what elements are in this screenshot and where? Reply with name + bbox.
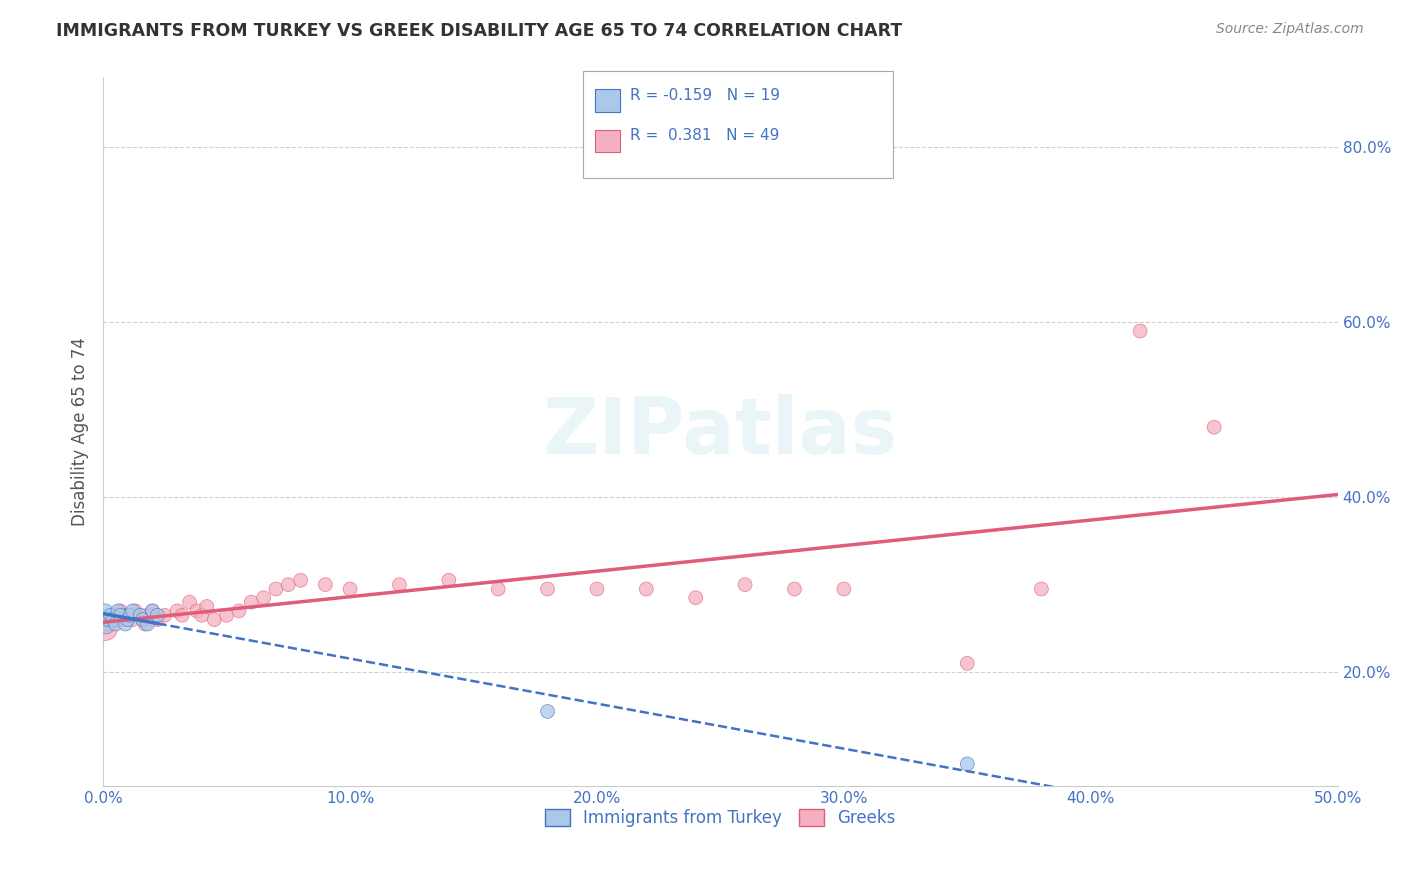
Point: [129, 608, 152, 623]
Point: [141, 604, 163, 618]
Point: [107, 608, 129, 623]
Point: [956, 756, 979, 771]
Point: [117, 613, 139, 627]
Point: [339, 582, 361, 596]
Point: [117, 608, 139, 623]
Point: [124, 604, 146, 618]
Point: [129, 608, 152, 623]
Point: [136, 617, 159, 632]
Point: [153, 608, 176, 623]
Text: Source: ZipAtlas.com: Source: ZipAtlas.com: [1216, 22, 1364, 37]
Point: [94, 621, 117, 635]
Point: [172, 608, 194, 623]
Point: [1204, 420, 1226, 434]
Point: [264, 582, 287, 596]
Point: [121, 604, 143, 618]
Point: [586, 582, 609, 596]
Point: [486, 582, 509, 596]
Point: [114, 608, 136, 623]
Point: [195, 599, 218, 614]
Text: ZIPatlas: ZIPatlas: [543, 393, 898, 469]
Point: [146, 613, 169, 627]
Point: [101, 608, 124, 623]
Point: [734, 577, 756, 591]
Point: [94, 604, 117, 618]
Point: [191, 608, 214, 623]
Point: [107, 604, 129, 618]
Point: [1129, 324, 1152, 338]
Point: [120, 608, 142, 623]
Point: [636, 582, 658, 596]
Point: [536, 582, 558, 596]
Legend: Immigrants from Turkey, Greeks: Immigrants from Turkey, Greeks: [538, 803, 903, 834]
Point: [388, 577, 411, 591]
Point: [104, 613, 127, 627]
Point: [111, 613, 134, 627]
Point: [783, 582, 806, 596]
Point: [252, 591, 274, 605]
Point: [131, 613, 153, 627]
Point: [228, 604, 250, 618]
Point: [179, 595, 201, 609]
Point: [832, 582, 855, 596]
Point: [97, 613, 120, 627]
Y-axis label: Disability Age 65 to 74: Disability Age 65 to 74: [72, 337, 89, 526]
Point: [186, 604, 208, 618]
Point: [1031, 582, 1053, 596]
Point: [277, 577, 299, 591]
Point: [166, 604, 188, 618]
Point: [97, 617, 120, 632]
Point: [131, 613, 153, 627]
Point: [114, 617, 136, 632]
Point: [134, 617, 156, 632]
Point: [100, 613, 122, 627]
Point: [956, 657, 979, 671]
Point: [101, 613, 124, 627]
Point: [104, 617, 127, 632]
Point: [141, 604, 163, 618]
Point: [215, 608, 238, 623]
Point: [240, 595, 263, 609]
Point: [110, 604, 132, 618]
Point: [146, 608, 169, 623]
Point: [314, 577, 336, 591]
Point: [685, 591, 707, 605]
Text: R =  0.381   N = 49: R = 0.381 N = 49: [630, 128, 779, 143]
Point: [94, 617, 117, 632]
Point: [202, 613, 225, 627]
Point: [110, 608, 132, 623]
Text: IMMIGRANTS FROM TURKEY VS GREEK DISABILITY AGE 65 TO 74 CORRELATION CHART: IMMIGRANTS FROM TURKEY VS GREEK DISABILI…: [56, 22, 903, 40]
Point: [121, 613, 143, 627]
Point: [136, 608, 159, 623]
Point: [437, 574, 460, 588]
Point: [290, 574, 312, 588]
Text: R = -0.159   N = 19: R = -0.159 N = 19: [630, 88, 780, 103]
Point: [536, 705, 558, 719]
Point: [100, 608, 122, 623]
